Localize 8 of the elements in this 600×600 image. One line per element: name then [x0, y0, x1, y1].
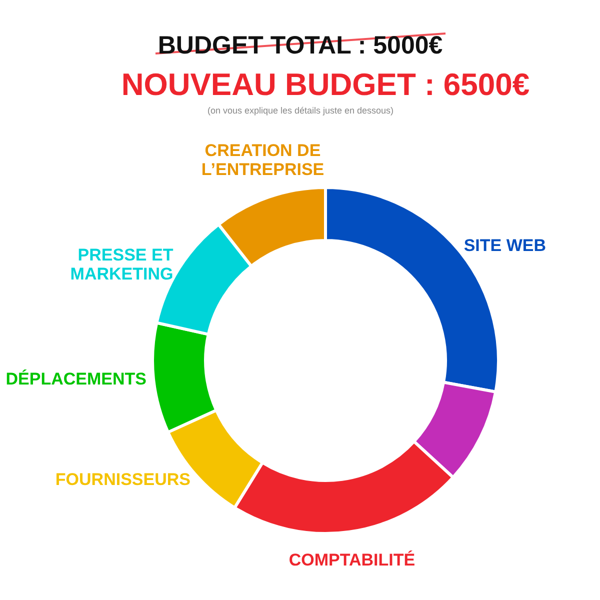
slice-label: PRESSE ET MARKETING: [70, 246, 174, 284]
text: (on vous explique les détails juste en dessous): [207, 106, 394, 116]
slice-label: DÉPLACEMENTS: [6, 368, 146, 389]
slice-label: COMPTABILITÉ: [288, 550, 416, 570]
slice-label: CREATION DE L’ENTREPRISE: [201, 141, 324, 180]
slice-label: FOURNISSEURS: [55, 470, 190, 490]
slice-label: SITE WEB: [464, 236, 546, 255]
chart-subtitle: NOUVEAU BUDGET : 6500€: [121, 67, 530, 102]
